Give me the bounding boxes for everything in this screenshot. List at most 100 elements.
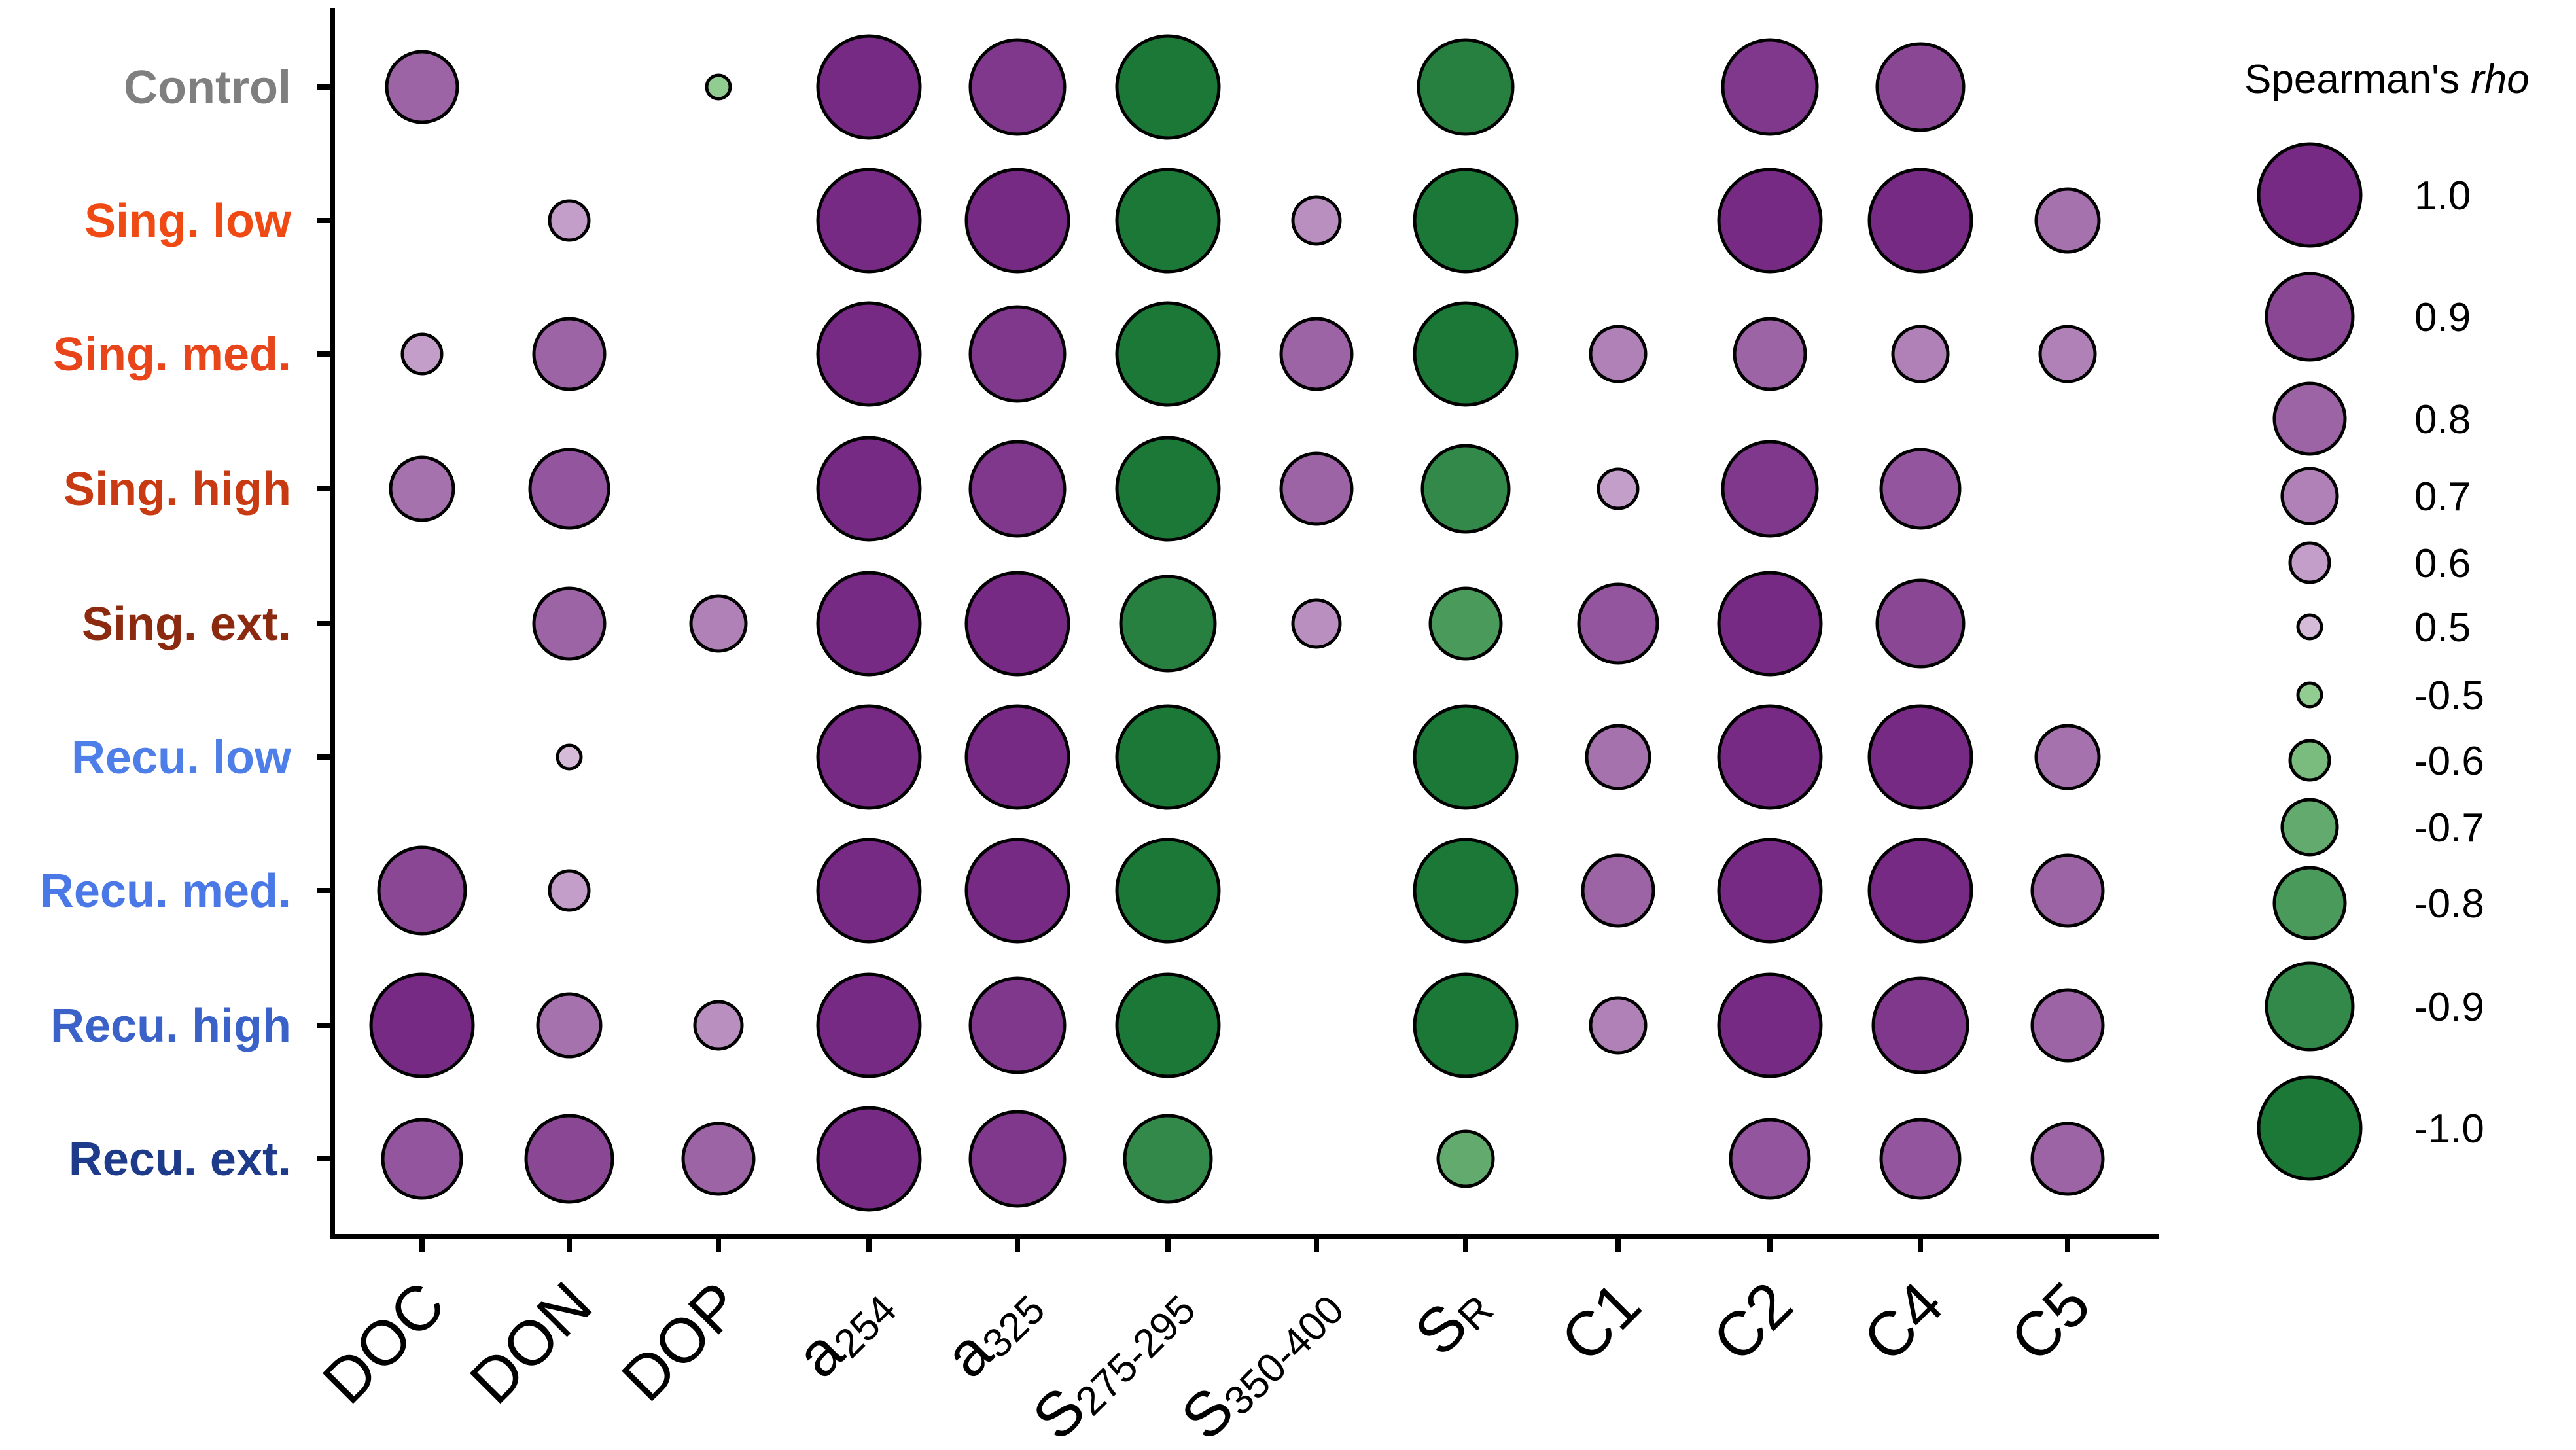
correlation-dot	[964, 838, 1070, 944]
column-label: S275-295	[1019, 1269, 1205, 1450]
correlation-dot	[2030, 1122, 2105, 1196]
correlation-dot	[968, 38, 1067, 136]
legend-items: 1.0 0.9 0.8 0.7 0.6 0.5 -0.5 -0.6 -0.7 -0.8 -0.9 -1…	[2257, 142, 2484, 1181]
legend-label: -0.5	[2414, 673, 2484, 718]
correlation-dot	[1428, 586, 1503, 661]
correlation-dot	[1577, 582, 1659, 665]
correlation-dot	[556, 743, 583, 771]
column-label: DOP	[609, 1269, 754, 1415]
column-label: C2	[1699, 1269, 1805, 1375]
correlation-dot	[2030, 853, 2105, 928]
correlation-dot	[1413, 301, 1519, 407]
correlation-dot	[705, 73, 732, 101]
correlation-dot	[681, 1122, 756, 1196]
correlation-dot	[968, 440, 1067, 538]
correlation-dot	[1119, 575, 1217, 673]
column-label: SR	[1402, 1269, 1502, 1369]
correlation-dot	[1436, 1129, 1495, 1188]
correlation-dot	[528, 448, 610, 530]
correlation-dot	[816, 571, 922, 677]
row-label: Recu. high	[50, 1000, 291, 1052]
correlation-dot	[1721, 38, 1819, 136]
correlation-dot	[1717, 972, 1823, 1078]
correlation-dot	[816, 436, 922, 542]
correlation-dot	[1875, 578, 1966, 669]
correlation-dot	[1589, 996, 1648, 1055]
legend-label: -1.0	[2414, 1106, 2484, 1152]
column-label: C5	[1997, 1269, 2103, 1375]
legend-label: 0.5	[2414, 605, 2471, 650]
legend-dot	[2257, 142, 2363, 248]
legend-dot	[2265, 961, 2355, 1052]
legend-dot	[2288, 739, 2331, 782]
column-label: DOC	[309, 1269, 458, 1417]
row-label: Sing. ext.	[82, 598, 291, 650]
correlation-dot	[400, 332, 444, 376]
y-axis-labels: Control Sing. low Sing. med. Sing. high Sing…	[40, 62, 292, 1186]
correlation-dot	[1115, 704, 1221, 810]
correlation-dot	[1721, 440, 1819, 538]
correlation-dot	[1291, 195, 1342, 246]
column-label: C4	[1850, 1269, 1956, 1375]
legend-dot	[2296, 613, 2323, 641]
correlation-dot	[385, 50, 459, 124]
correlation-dot	[377, 845, 467, 936]
correlation-dot	[1115, 436, 1221, 542]
legend-title: Spearman's rho	[2244, 57, 2530, 102]
correlation-dot	[1871, 976, 1969, 1074]
correlation-dot	[1589, 325, 1648, 383]
legend-dot	[2296, 681, 2323, 709]
correlation-dot	[389, 455, 455, 522]
correlation-dot	[1581, 853, 1655, 928]
correlation-dot	[1867, 838, 1973, 944]
correlation-dot	[816, 34, 922, 140]
correlation-dot	[2030, 988, 2105, 1063]
correlation-dot	[1417, 38, 1515, 136]
legend-label: 0.8	[2414, 397, 2471, 442]
correlation-dot	[1413, 972, 1519, 1078]
correlation-dot	[2034, 724, 2101, 790]
correlation-dot	[1413, 838, 1519, 944]
legend-dot	[2257, 1075, 2363, 1181]
correlation-dot	[548, 869, 591, 912]
correlation-dot	[1115, 301, 1221, 407]
correlation-dot	[693, 1000, 744, 1051]
correlation-dots	[369, 34, 2105, 1212]
column-label: C1	[1547, 1269, 1653, 1375]
correlation-dot	[1867, 168, 1973, 274]
column-label: a325	[931, 1269, 1053, 1391]
legend-label: -0.9	[2414, 985, 2484, 1030]
correlation-dot	[964, 704, 1070, 810]
legend-dot	[2280, 467, 2339, 525]
legend-dot	[2272, 381, 2347, 456]
correlation-dot	[1413, 704, 1519, 810]
correlation-dot	[1413, 168, 1519, 274]
correlation-dot	[532, 317, 607, 391]
correlation-dot	[964, 168, 1070, 274]
correlation-dot	[968, 305, 1067, 403]
correlation-dot	[1879, 1118, 1962, 1200]
axis-ticks	[317, 84, 2070, 1252]
correlation-dot	[1717, 168, 1823, 274]
correlation-dot	[968, 1110, 1067, 1208]
correlation-dot	[816, 838, 922, 944]
column-label: a254	[783, 1269, 905, 1391]
correlation-dot	[1279, 317, 1354, 391]
correlation-dot	[1717, 704, 1823, 810]
correlation-dot	[1867, 704, 1973, 810]
correlation-dot	[532, 586, 607, 661]
correlation-dot	[1729, 1118, 1811, 1200]
correlation-dot	[1115, 838, 1221, 944]
legend-dot	[2272, 866, 2347, 940]
row-label: Control	[124, 62, 291, 114]
correlation-dot	[1291, 598, 1342, 649]
correlation-dot	[968, 976, 1067, 1074]
correlation-dot	[964, 571, 1070, 677]
correlation-dot	[548, 199, 591, 242]
column-label: S350-400	[1168, 1269, 1353, 1450]
legend-label: 0.7	[2414, 474, 2471, 520]
legend-dot	[2280, 798, 2339, 857]
correlation-dot	[816, 972, 922, 1078]
